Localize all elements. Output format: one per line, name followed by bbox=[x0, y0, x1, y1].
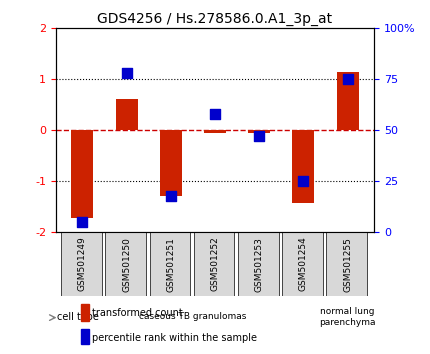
Bar bbox=[71, 130, 93, 218]
Text: GSM501254: GSM501254 bbox=[299, 237, 308, 291]
Text: GSM501252: GSM501252 bbox=[211, 237, 219, 291]
Point bbox=[256, 133, 263, 139]
Bar bbox=[204, 130, 226, 133]
Text: GSM501250: GSM501250 bbox=[122, 236, 131, 292]
Text: normal lung
parenchyma: normal lung parenchyma bbox=[319, 307, 376, 327]
Text: GSM501253: GSM501253 bbox=[255, 236, 264, 292]
Bar bbox=[81, 329, 89, 344]
FancyBboxPatch shape bbox=[61, 305, 325, 329]
Text: caseous TB granulomas: caseous TB granulomas bbox=[139, 313, 246, 321]
Title: GDS4256 / Hs.278586.0.A1_3p_at: GDS4256 / Hs.278586.0.A1_3p_at bbox=[98, 12, 332, 26]
Point bbox=[300, 178, 307, 184]
Point bbox=[167, 193, 174, 198]
Bar bbox=[160, 130, 182, 195]
Bar bbox=[81, 304, 89, 321]
FancyBboxPatch shape bbox=[326, 305, 369, 329]
FancyBboxPatch shape bbox=[326, 232, 367, 296]
FancyBboxPatch shape bbox=[238, 232, 279, 296]
Text: GSM501255: GSM501255 bbox=[343, 236, 352, 292]
Point bbox=[212, 111, 218, 117]
Point bbox=[344, 76, 351, 82]
FancyBboxPatch shape bbox=[194, 232, 234, 296]
Text: transformed count: transformed count bbox=[92, 308, 183, 318]
Point bbox=[123, 70, 130, 76]
Text: percentile rank within the sample: percentile rank within the sample bbox=[92, 333, 258, 343]
Bar bbox=[337, 72, 359, 130]
Text: GSM501249: GSM501249 bbox=[78, 237, 87, 291]
Text: GSM501251: GSM501251 bbox=[166, 236, 175, 292]
FancyBboxPatch shape bbox=[61, 232, 102, 296]
FancyBboxPatch shape bbox=[105, 232, 146, 296]
Bar bbox=[292, 130, 314, 202]
Bar bbox=[116, 99, 138, 130]
Text: cell type: cell type bbox=[57, 312, 98, 322]
FancyBboxPatch shape bbox=[150, 232, 190, 296]
Bar bbox=[248, 130, 270, 133]
Point bbox=[79, 219, 86, 225]
FancyBboxPatch shape bbox=[282, 232, 323, 296]
